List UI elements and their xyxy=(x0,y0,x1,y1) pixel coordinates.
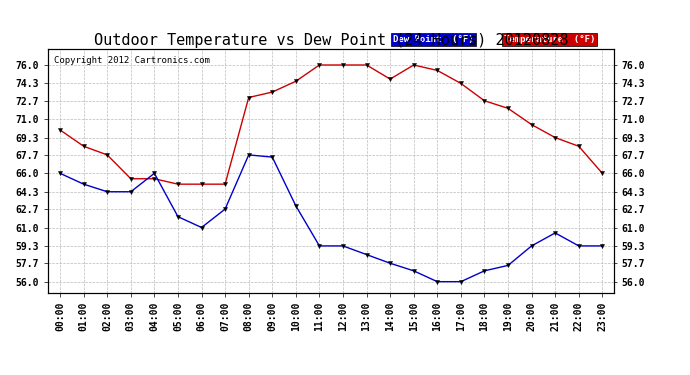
Title: Outdoor Temperature vs Dew Point (24 Hours) 20120828: Outdoor Temperature vs Dew Point (24 Hou… xyxy=(94,33,569,48)
Text: Temperature  (°F): Temperature (°F) xyxy=(504,35,595,44)
Text: Dew Point  (°F): Dew Point (°F) xyxy=(393,35,474,44)
Text: Copyright 2012 Cartronics.com: Copyright 2012 Cartronics.com xyxy=(54,56,210,65)
